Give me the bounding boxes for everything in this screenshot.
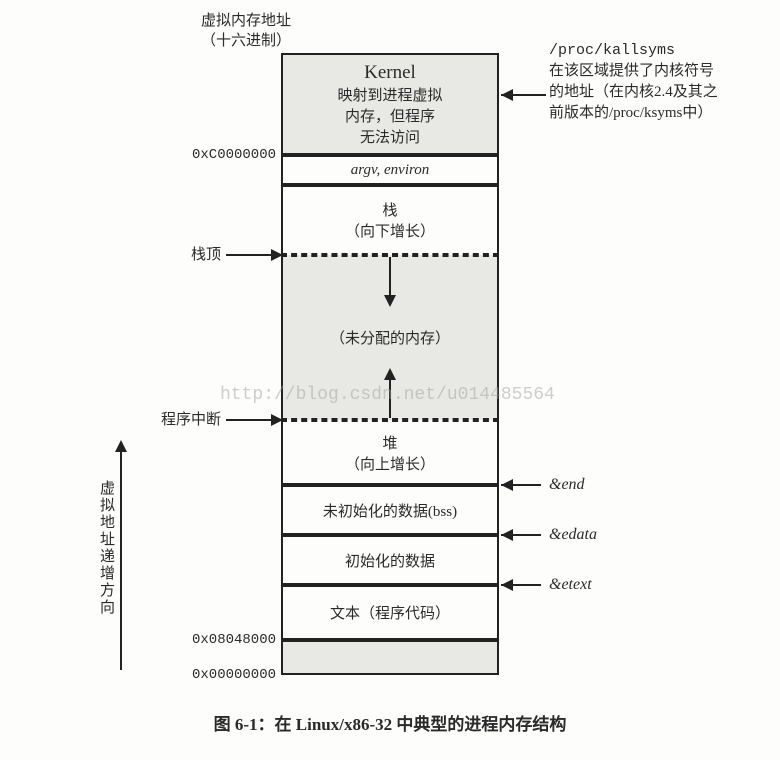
vaxis-head bbox=[115, 440, 127, 452]
segment-data: 初始化的数据 bbox=[281, 535, 499, 585]
right-ptr-head bbox=[501, 579, 513, 591]
left-arrow-head bbox=[271, 249, 283, 261]
right-note: /proc/kallsyms在该区域提供了内核符号的地址（在内核2.4及其之前版… bbox=[549, 40, 719, 124]
left-arrow-line bbox=[226, 254, 276, 256]
left-label-栈顶: 栈顶 bbox=[151, 246, 221, 266]
left-arrow-head bbox=[271, 414, 283, 426]
segment-argv: argv, environ bbox=[281, 155, 499, 185]
right-ptr-&end: &end bbox=[549, 475, 585, 496]
left-label-程序中断: 程序中断 bbox=[151, 411, 221, 431]
segment-stack: 栈（向下增长） bbox=[281, 185, 499, 255]
segment-heap: 堆（向上增长） bbox=[281, 420, 499, 485]
right-ptr-head bbox=[501, 479, 513, 491]
right-ptr-&etext: &etext bbox=[549, 575, 592, 596]
segment-bss: 未初始化的数据(bss) bbox=[281, 485, 499, 535]
stack-grow-arrow-line bbox=[389, 257, 391, 297]
segment-gap bbox=[281, 640, 499, 675]
kernel-arrow-head bbox=[501, 89, 513, 101]
address-0xC0000000: 0xC0000000 bbox=[171, 147, 276, 163]
heap-grow-arrow-head bbox=[384, 368, 396, 380]
figure-caption: 图 6-1：在 Linux/x86-32 中典型的进程内存结构 bbox=[0, 710, 780, 735]
address-0x00000000: 0x00000000 bbox=[171, 667, 276, 683]
watermark: http://blog.csdn.net/u014485564 bbox=[220, 385, 555, 405]
vaxis-line bbox=[120, 450, 122, 670]
header-label: 虚拟内存地址（十六进制） bbox=[186, 12, 306, 51]
left-arrow-line bbox=[226, 419, 276, 421]
right-ptr-&edata: &edata bbox=[549, 525, 597, 546]
segment-kernel: Kernel映射到进程虚拟内存，但程序无法访问 bbox=[281, 53, 499, 155]
segment-text: 文本（程序代码） bbox=[281, 585, 499, 640]
vaxis-label: 虚拟地址递增方向 bbox=[96, 480, 117, 616]
stack-grow-arrow-head bbox=[384, 295, 396, 307]
address-0x08048000: 0x08048000 bbox=[171, 632, 276, 648]
right-ptr-head bbox=[501, 529, 513, 541]
